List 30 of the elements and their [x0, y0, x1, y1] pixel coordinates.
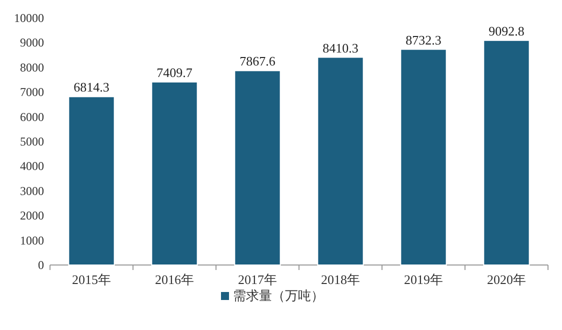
data-label: 8410.3: [322, 40, 358, 56]
y-tick-label: 1000: [20, 233, 44, 248]
x-tick-label: 2016年: [155, 272, 194, 287]
x-tick-label: 2017年: [238, 272, 277, 287]
y-tick-label: 10000: [14, 11, 44, 25]
x-tick-label: 2018年: [321, 272, 360, 287]
y-tick-label: 9000: [20, 36, 44, 50]
y-tick-label: 5000: [20, 134, 44, 148]
y-tick-label: 8000: [20, 60, 44, 74]
y-tick-label: 4000: [20, 159, 44, 174]
bar: [400, 48, 447, 266]
data-label: 7867.6: [240, 54, 276, 69]
x-tick-label: 2020年: [487, 272, 526, 287]
legend-label: 需求量（万吨）: [233, 288, 324, 303]
bar: [68, 96, 115, 266]
y-tick-label: 6000: [20, 110, 44, 124]
data-label: 7409.7: [156, 64, 193, 80]
y-tick-label: 2000: [20, 208, 44, 223]
bar: [317, 56, 364, 266]
data-label: 9092.8: [488, 23, 524, 38]
x-tick-label: 2015年: [72, 272, 111, 287]
y-tick-label: 0: [38, 258, 44, 272]
x-tick-label: 2019年: [404, 272, 443, 287]
bar: [234, 70, 281, 266]
data-label: 6814.3: [74, 80, 110, 95]
data-label: 8732.3: [406, 32, 442, 48]
y-tick-label: 7000: [20, 85, 44, 100]
bar: [483, 40, 530, 266]
bar: [151, 81, 198, 266]
y-tick-label: 3000: [20, 184, 44, 198]
